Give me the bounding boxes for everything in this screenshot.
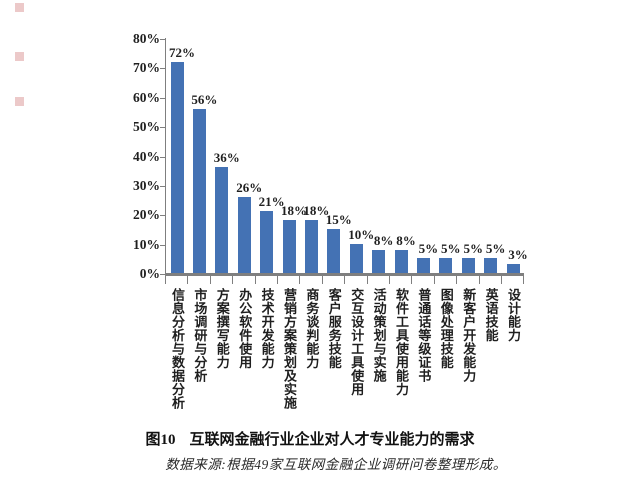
- y-axis-tick: [160, 185, 165, 187]
- bar-value-label: 5%: [485, 241, 506, 257]
- x-axis-tick: [321, 276, 323, 284]
- bar: [282, 220, 296, 273]
- bar-value-label: 15%: [325, 211, 352, 227]
- x-axis-tick: [456, 276, 458, 284]
- x-axis-category-label: 方案撰写能力: [214, 288, 230, 369]
- x-axis-category-label: 商务谈判能力: [304, 288, 320, 369]
- figure-title: 互联网金融行业企业对人才专业能力的需求: [189, 432, 475, 448]
- bar: [439, 258, 453, 273]
- x-axis-tick: [187, 276, 189, 284]
- bar-value-label: 5%: [441, 241, 461, 257]
- y-axis-label: 50%: [133, 119, 160, 135]
- artifact-mark-icon: [15, 97, 24, 106]
- x-axis-tick: [366, 276, 368, 284]
- y-axis-tick: [160, 215, 165, 217]
- y-axis-tick: [160, 97, 165, 99]
- x-axis-category-label: 图像处理技能: [438, 288, 454, 369]
- x-axis-tick: [232, 276, 234, 284]
- bar-value-label: 5%: [463, 241, 483, 257]
- x-axis-tick: [344, 276, 346, 284]
- bar: [192, 108, 206, 273]
- y-axis: [165, 38, 166, 275]
- figure-number: 图10: [145, 432, 176, 448]
- x-axis-tick: [165, 276, 166, 284]
- bar: [327, 228, 341, 273]
- x-axis-category-label: 客户服务技能: [326, 288, 342, 369]
- y-axis-label: 80%: [133, 31, 160, 46]
- x-axis-category-label: 活动策划与实施: [371, 288, 387, 383]
- bar: [237, 196, 251, 273]
- x-axis-tick: [501, 276, 502, 284]
- x-axis-tick: [433, 276, 435, 284]
- bar: [416, 258, 430, 273]
- bar-value-label: 10%: [348, 226, 375, 242]
- x-axis-category-label: 市场调研与分析: [192, 288, 208, 383]
- bar: [260, 211, 274, 273]
- bar-value-label: 36%: [213, 150, 240, 166]
- bar-value-label: 18%: [281, 203, 307, 219]
- x-axis-category-label: 设计能力: [506, 288, 521, 342]
- x-axis-tick: [478, 276, 480, 284]
- x-axis-category-label: 营销方案策划及实施: [282, 288, 297, 410]
- y-axis-tick: [160, 68, 165, 70]
- bar: [170, 61, 184, 273]
- y-axis-label: 60%: [133, 89, 160, 105]
- y-axis-label: 0%: [139, 266, 160, 281]
- x-axis-tick: [523, 276, 525, 284]
- x-axis-category-label: 软件工具使用能力: [394, 288, 409, 396]
- y-axis-tick: [160, 244, 165, 246]
- x-axis-tick: [389, 276, 390, 284]
- y-axis-label: 70%: [133, 60, 160, 76]
- x-axis-category-label: 技术开发能力: [259, 288, 275, 369]
- x-axis-category-label: 办公软件使用: [237, 288, 253, 369]
- x-axis-tick: [277, 276, 278, 284]
- bar-value-label: 5%: [418, 241, 439, 257]
- bar: [506, 264, 520, 273]
- bar-value-label: 18%: [303, 203, 330, 219]
- x-axis: [165, 273, 525, 276]
- bar-value-label: 8%: [396, 232, 416, 248]
- y-axis-tick: [160, 127, 165, 129]
- bar: [349, 243, 363, 273]
- bar: [484, 258, 498, 273]
- y-axis-tick: [160, 156, 165, 158]
- x-axis-tick: [299, 276, 301, 284]
- data-source-note: 数据来源:根据49家互联网金融企业调研问卷整理形成。: [165, 457, 507, 472]
- bar-value-label: 3%: [508, 247, 528, 263]
- bar: [461, 258, 475, 273]
- bar-value-label: 72%: [169, 44, 195, 60]
- bar: [372, 249, 386, 273]
- bar-value-label: 8%: [373, 232, 394, 248]
- x-axis-category-label: 信息分析与数据分析: [170, 288, 185, 410]
- artifact-mark-icon: [15, 52, 24, 61]
- x-axis-tick: [209, 276, 211, 284]
- bar-value-label: 56%: [191, 91, 218, 107]
- y-axis-tick: [160, 274, 165, 275]
- y-axis-label: 20%: [133, 207, 160, 223]
- x-axis-category-label: 新客户开发能力: [461, 288, 477, 383]
- bar-value-label: 26%: [236, 179, 263, 195]
- bar: [394, 249, 408, 273]
- x-axis-tick: [411, 276, 413, 284]
- artifact-mark-icon: [15, 3, 24, 12]
- x-axis-category-label: 英语技能: [483, 288, 499, 342]
- x-axis-category-label: 交互设计工具使用: [349, 288, 365, 396]
- bar: [215, 167, 229, 273]
- y-axis-label: 40%: [133, 148, 160, 164]
- bar-value-label: 21%: [258, 194, 285, 210]
- y-axis-tick: [160, 39, 165, 40]
- x-axis-category-label: 普通话等级证书: [416, 288, 432, 383]
- x-axis-tick: [254, 276, 256, 284]
- y-axis-label: 10%: [133, 236, 160, 252]
- figure-caption: 图10 互联网金融行业企业对人才专业能力的需求: [0, 428, 620, 449]
- y-axis-label: 30%: [133, 177, 160, 193]
- bar: [304, 220, 318, 273]
